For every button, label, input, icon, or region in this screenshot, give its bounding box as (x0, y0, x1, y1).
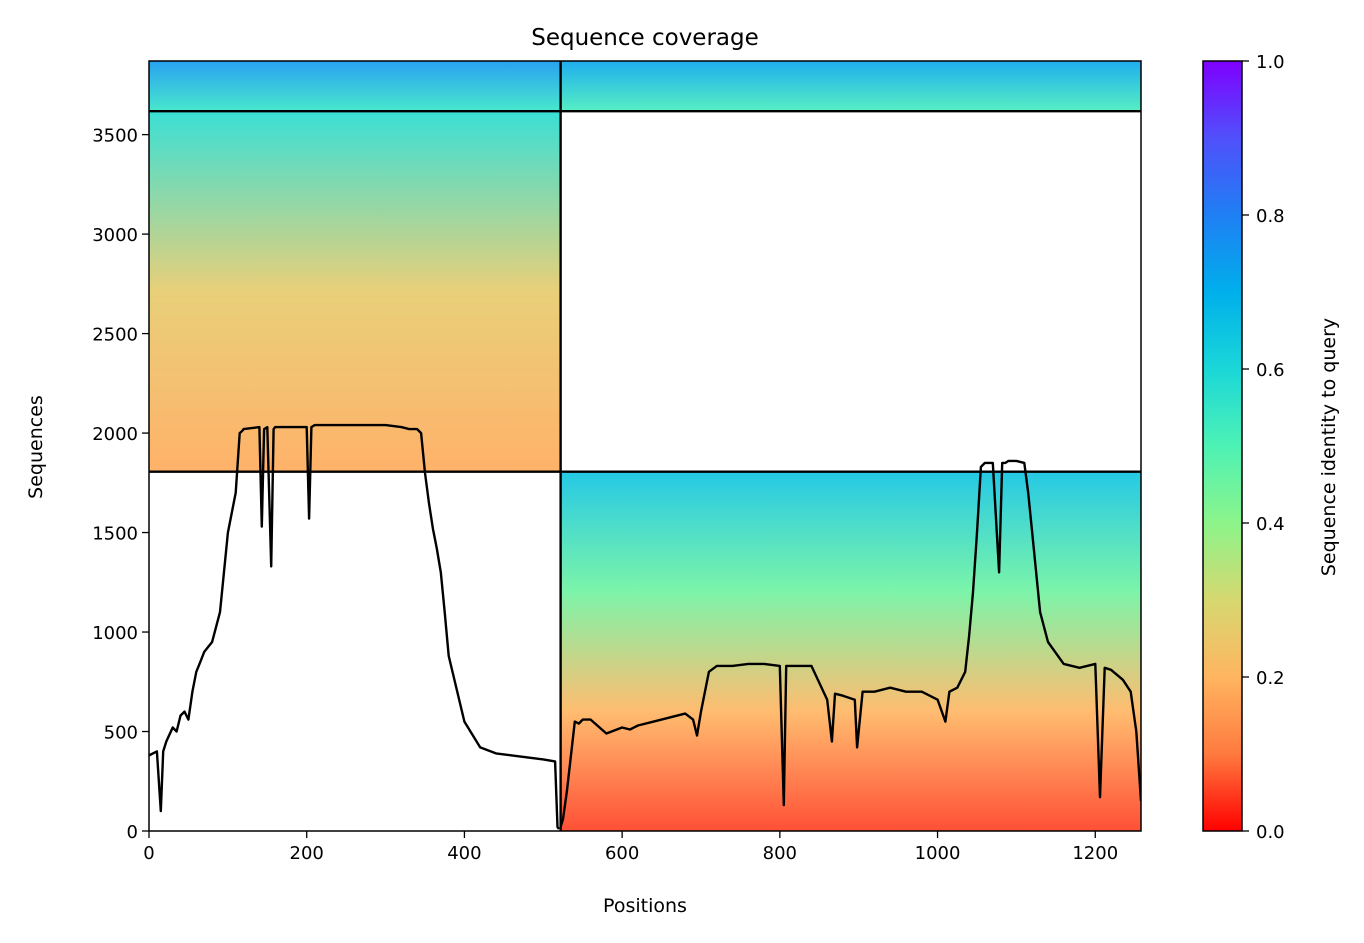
msa-block-chain-b-msa (560, 471, 1141, 831)
plot-content (149, 61, 1141, 831)
colorbar-tick-label: 0.0 (1256, 822, 1285, 843)
msa-block-chain-a-query-rows (149, 61, 561, 112)
y-tick-label: 3000 (92, 225, 138, 246)
plot-area (148, 60, 1142, 832)
msa-block-chain-b-query-rows (560, 61, 1141, 112)
y-tick-label: 1000 (92, 623, 138, 644)
plot-frame (148, 60, 1142, 832)
x-tick-label: 1200 (1072, 843, 1118, 864)
x-axis: 0 200 400 600 800 1000 1200 (143, 831, 1118, 864)
chart-title: Sequence coverage (531, 25, 759, 51)
y-tick-label: 2500 (92, 325, 138, 346)
y-axis: 0 500 1000 1500 2000 2500 3000 3500 (92, 126, 149, 843)
y-axis-label: Sequences (25, 395, 47, 499)
colorbar-tick-label: 1.0 (1256, 52, 1285, 73)
x-tick-label: 400 (447, 843, 481, 864)
msa-block-chain-a-msa (149, 111, 561, 472)
x-tick-label: 200 (290, 843, 324, 864)
colorbar-gradient (1202, 60, 1243, 832)
coverage-line-1 (149, 423, 560, 830)
coverage-line-2 (559, 459, 1141, 828)
colorbar-tick-label: 0.2 (1256, 668, 1285, 689)
y-tick-label: 2000 (92, 424, 138, 445)
colorbar-tick-label: 0.4 (1256, 514, 1285, 535)
colorbar: 0.0 0.2 0.4 0.6 0.8 1.0 (1202, 52, 1285, 843)
x-tick-label: 1000 (915, 843, 961, 864)
x-tick-label: 600 (605, 843, 639, 864)
colorbar-tick-label: 0.6 (1256, 360, 1285, 381)
colorbar-label: Sequence identity to query (1318, 318, 1340, 576)
y-tick-label: 3500 (92, 126, 138, 147)
y-tick-label: 0 (127, 822, 138, 843)
x-tick-label: 0 (143, 843, 154, 864)
y-tick-label: 1500 (92, 524, 138, 545)
y-tick-label: 500 (104, 723, 138, 744)
colorbar-tick-label: 0.8 (1256, 206, 1285, 227)
x-axis-label: Positions (603, 895, 687, 917)
x-tick-label: 800 (763, 843, 797, 864)
